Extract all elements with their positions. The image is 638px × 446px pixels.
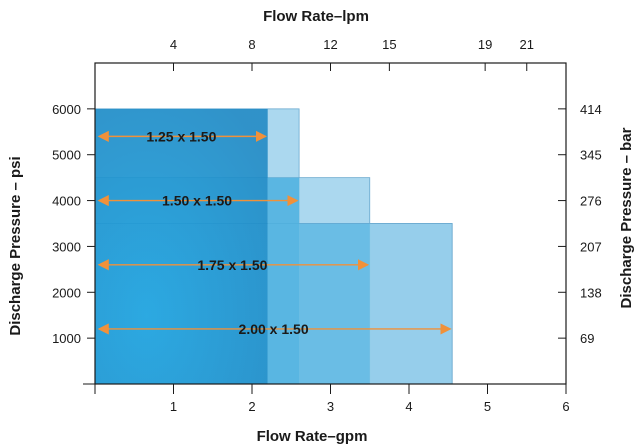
x2-tick-label: 21 (520, 37, 534, 52)
y-tick-label: 3000 (52, 239, 81, 254)
y2-tick-label: 138 (580, 285, 602, 300)
y-tick-label: 1000 (52, 331, 81, 346)
y2-tick-label: 276 (580, 194, 602, 209)
x2-tick-label: 8 (248, 37, 255, 52)
x2-tick-label: 15 (382, 37, 396, 52)
y2-tick-label: 414 (580, 102, 602, 117)
right-axis-title: Discharge Pressure – bar (618, 127, 635, 308)
range-block-mid (299, 223, 370, 384)
range-label: 1.25 x 1.50 (146, 128, 216, 144)
x-tick-label: 6 (562, 399, 569, 414)
bottom-axis-title: Flow Rate–gpm (257, 428, 368, 445)
axis-ticks (83, 63, 567, 394)
range-label: 2.00 x 1.50 (239, 321, 309, 337)
range-label: 1.50 x 1.50 (162, 193, 232, 209)
top-axis-title: Flow Rate–lpm (263, 8, 369, 25)
x-tick-label: 3 (327, 399, 334, 414)
y-tick-label: 2000 (52, 285, 81, 300)
x-tick-label: 2 (248, 399, 255, 414)
y-tick-label: 4000 (52, 194, 81, 209)
left-axis-title: Discharge Pressure – psi (7, 156, 24, 335)
y2-tick-label: 207 (580, 239, 602, 254)
range-label: 1.75 x 1.50 (197, 257, 267, 273)
x-tick-label: 5 (484, 399, 491, 414)
y-tick-label: 5000 (52, 148, 81, 163)
x2-tick-label: 4 (170, 37, 177, 52)
x-tick-label: 1 (170, 399, 177, 414)
tick-labels: 1 2 3 4 5 64 8 12 15 19 21100020003000400050006000… (52, 37, 602, 414)
operating-range-blocks (94, 108, 453, 385)
x2-tick-label: 19 (478, 37, 492, 52)
x2-tick-label: 12 (323, 37, 337, 52)
y2-tick-label: 345 (580, 148, 602, 163)
y2-tick-label: 69 (580, 331, 594, 346)
x-tick-label: 4 (405, 399, 412, 414)
range-block-core (95, 108, 268, 384)
range-arrows: 1.25 x 1.50 1.50 x 1.50 1.75 x 1.50 2.00 x … (97, 128, 452, 337)
range-block-mid (267, 177, 300, 384)
y-tick-label: 6000 (52, 102, 81, 117)
